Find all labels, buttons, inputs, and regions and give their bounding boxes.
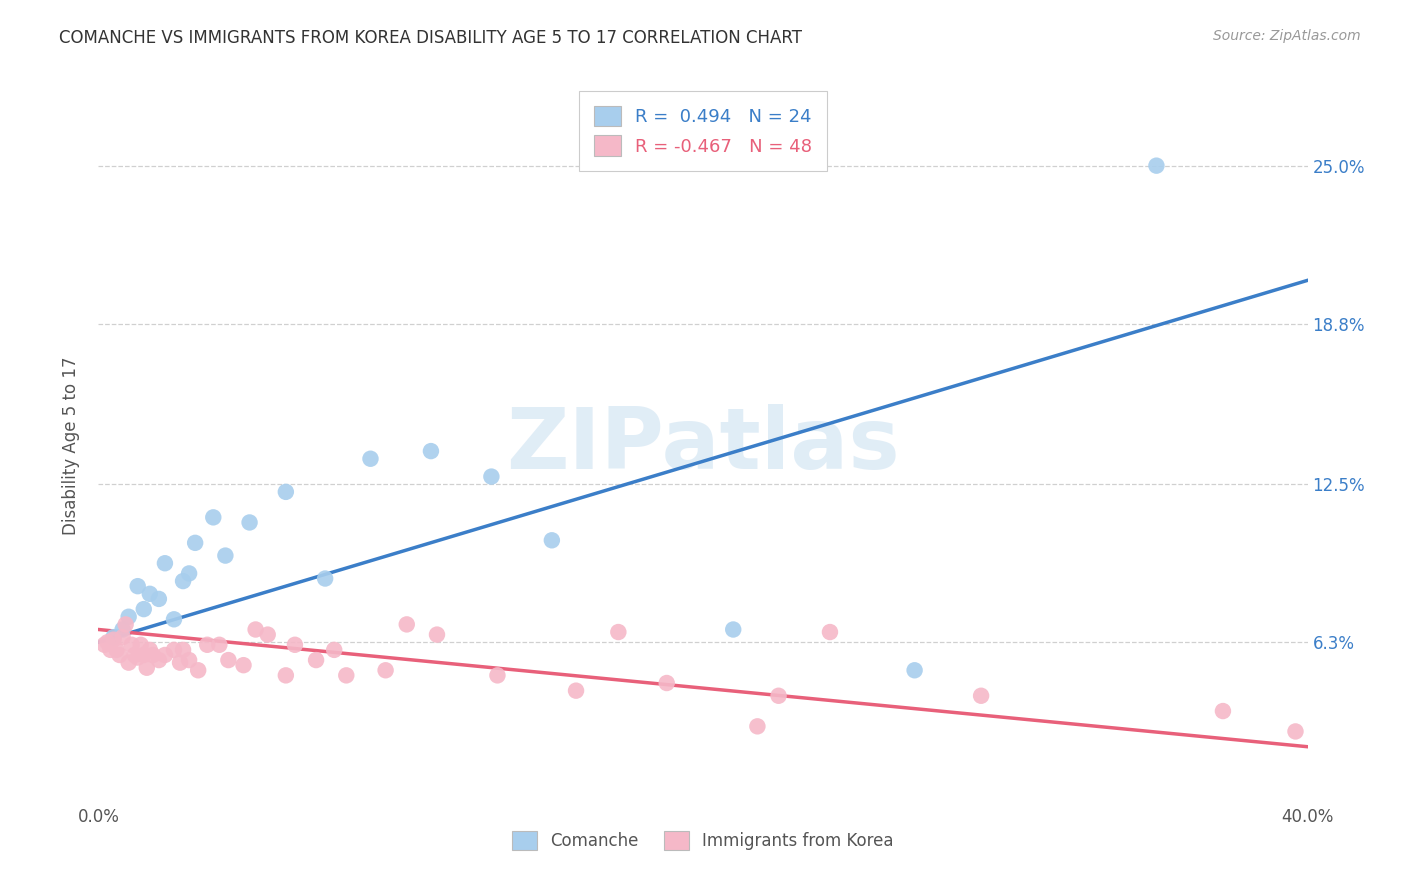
Point xyxy=(179,566,201,581)
Point xyxy=(323,643,346,657)
Point xyxy=(747,719,769,733)
Point xyxy=(139,643,162,657)
Point xyxy=(118,609,141,624)
Point xyxy=(103,630,125,644)
Point xyxy=(108,648,131,662)
Point xyxy=(135,661,157,675)
Point xyxy=(153,648,176,662)
Point xyxy=(565,683,588,698)
Point xyxy=(148,591,170,606)
Point xyxy=(540,533,562,548)
Point xyxy=(127,579,149,593)
Point xyxy=(970,689,993,703)
Point xyxy=(96,635,118,649)
Point xyxy=(132,648,155,662)
Point xyxy=(481,469,503,483)
Point xyxy=(607,625,630,640)
Point xyxy=(142,648,165,662)
Point xyxy=(360,451,382,466)
Point xyxy=(232,658,254,673)
Point xyxy=(335,668,357,682)
Point xyxy=(208,638,231,652)
Point xyxy=(420,444,443,458)
Point xyxy=(179,653,201,667)
Point xyxy=(374,663,396,677)
Point xyxy=(486,668,509,682)
Point xyxy=(1144,159,1167,173)
Y-axis label: Disability Age 5 to 17: Disability Age 5 to 17 xyxy=(62,357,80,535)
Point xyxy=(127,650,149,665)
Point xyxy=(1284,724,1306,739)
Point xyxy=(139,587,162,601)
Point xyxy=(768,689,790,703)
Point xyxy=(818,625,841,640)
Point xyxy=(239,516,262,530)
Point xyxy=(103,632,125,647)
Point xyxy=(245,623,267,637)
Point xyxy=(153,556,176,570)
Point xyxy=(169,656,191,670)
Text: Source: ZipAtlas.com: Source: ZipAtlas.com xyxy=(1213,29,1361,43)
Point xyxy=(202,510,225,524)
Point xyxy=(111,623,134,637)
Point xyxy=(314,572,336,586)
Point xyxy=(195,638,218,652)
Point xyxy=(256,627,278,641)
Text: COMANCHE VS IMMIGRANTS FROM KOREA DISABILITY AGE 5 TO 17 CORRELATION CHART: COMANCHE VS IMMIGRANTS FROM KOREA DISABI… xyxy=(59,29,801,46)
Point xyxy=(163,643,186,657)
Point xyxy=(172,574,194,588)
Point xyxy=(124,648,146,662)
Point xyxy=(305,653,328,667)
Point xyxy=(93,638,115,652)
Point xyxy=(723,623,745,637)
Point xyxy=(100,643,122,657)
Point xyxy=(217,653,239,667)
Point xyxy=(426,627,449,641)
Point xyxy=(148,653,170,667)
Point xyxy=(105,643,128,657)
Point xyxy=(118,656,141,670)
Point xyxy=(214,549,236,563)
Point xyxy=(395,617,418,632)
Point xyxy=(274,668,297,682)
Point xyxy=(284,638,307,652)
Point xyxy=(129,638,152,652)
Point xyxy=(111,630,134,644)
Point xyxy=(184,536,207,550)
Point xyxy=(114,617,136,632)
Point xyxy=(172,643,194,657)
Point xyxy=(121,638,143,652)
Point xyxy=(163,612,186,626)
Text: ZIPatlas: ZIPatlas xyxy=(506,404,900,488)
Point xyxy=(187,663,209,677)
Point xyxy=(904,663,927,677)
Point xyxy=(655,676,678,690)
Point xyxy=(132,602,155,616)
Point xyxy=(274,484,297,499)
Legend: Comanche, Immigrants from Korea: Comanche, Immigrants from Korea xyxy=(503,822,903,859)
Point xyxy=(1212,704,1234,718)
